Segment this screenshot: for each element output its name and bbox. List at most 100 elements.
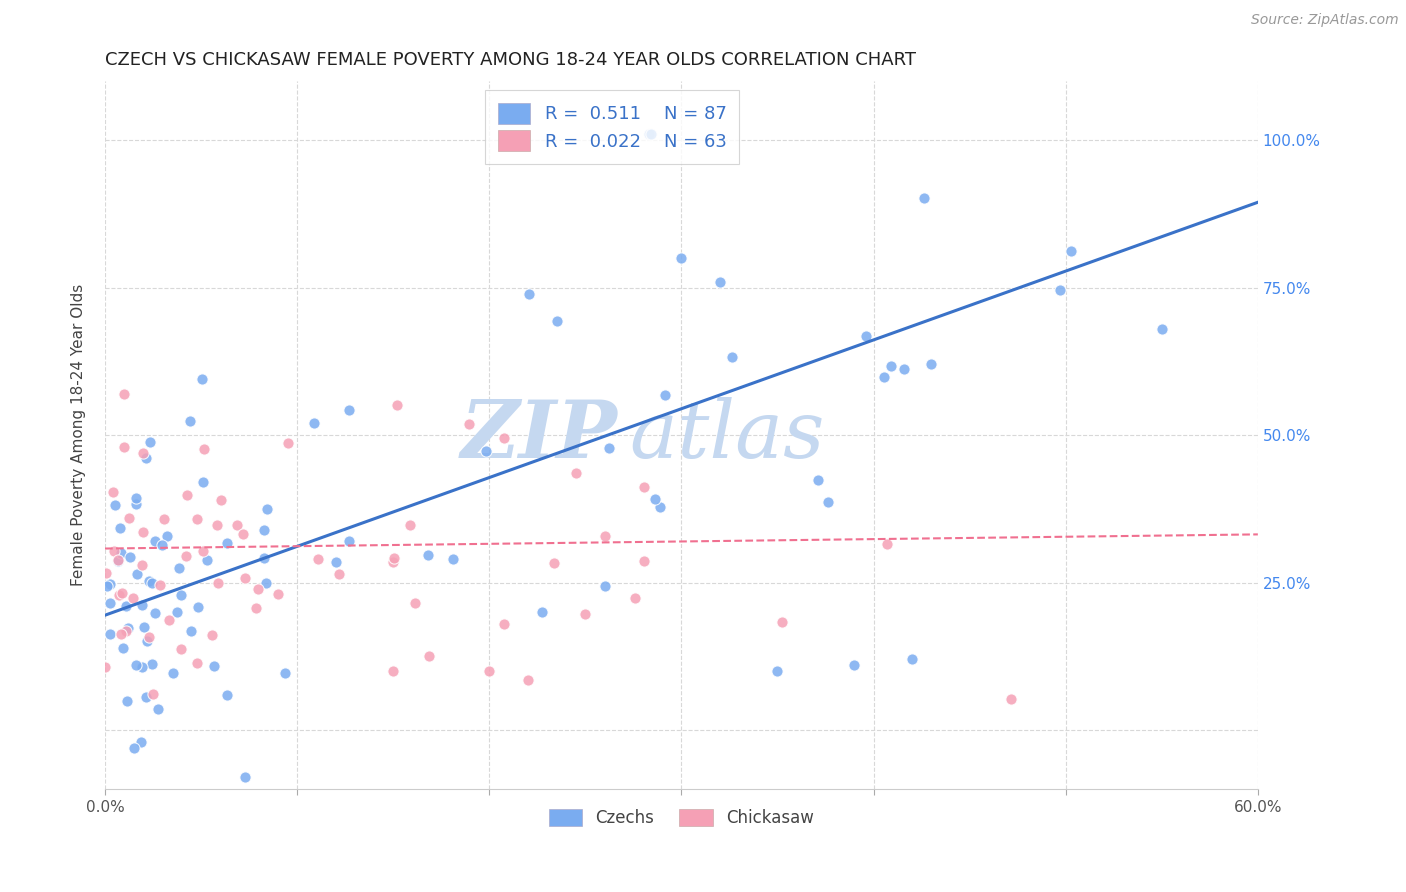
- Point: [648, 500, 671, 514]
- Point: [131, 558, 153, 573]
- Point: [108, 588, 131, 602]
- Point: [193, 442, 215, 456]
- Point: [640, 128, 662, 142]
- Point: [474, 443, 496, 458]
- Point: [277, 436, 299, 450]
- Point: [217, 536, 239, 550]
- Point: [565, 466, 588, 480]
- Point: [920, 358, 942, 372]
- Point: [893, 362, 915, 376]
- Point: [195, 553, 218, 567]
- Point: [138, 630, 160, 644]
- Point: [1049, 283, 1071, 297]
- Point: [721, 350, 744, 364]
- Point: [180, 624, 202, 638]
- Point: [204, 658, 226, 673]
- Point: [193, 544, 215, 558]
- Point: [125, 491, 148, 505]
- Point: [156, 529, 179, 543]
- Point: [193, 475, 215, 490]
- Point: [441, 552, 464, 566]
- Point: [215, 689, 238, 703]
- Point: [709, 275, 731, 289]
- Point: [593, 528, 616, 542]
- Point: [382, 665, 405, 679]
- Point: [186, 512, 208, 526]
- Point: [266, 587, 288, 601]
- Point: [517, 287, 540, 301]
- Point: [207, 576, 229, 591]
- Point: [120, 549, 142, 564]
- Point: [593, 579, 616, 593]
- Point: [135, 690, 157, 704]
- Point: [633, 480, 655, 494]
- Point: [166, 605, 188, 619]
- Point: [382, 556, 405, 570]
- Point: [148, 702, 170, 716]
- Point: [115, 694, 138, 708]
- Point: [111, 586, 134, 600]
- Point: [170, 588, 193, 602]
- Point: [492, 616, 515, 631]
- Point: [546, 314, 568, 328]
- Point: [207, 517, 229, 532]
- Point: [633, 554, 655, 568]
- Point: [844, 658, 866, 673]
- Point: [404, 596, 426, 610]
- Point: [225, 518, 247, 533]
- Point: [101, 484, 124, 499]
- Point: [302, 417, 325, 431]
- Point: [232, 527, 254, 541]
- Point: [654, 388, 676, 402]
- Point: [516, 673, 538, 687]
- Point: [416, 548, 439, 562]
- Point: [112, 440, 135, 454]
- Point: [103, 544, 125, 558]
- Point: [110, 521, 132, 535]
- Point: [186, 656, 208, 670]
- Point: [817, 495, 839, 509]
- Point: [855, 328, 877, 343]
- Point: [671, 252, 693, 266]
- Point: [136, 634, 159, 648]
- Point: [876, 537, 898, 551]
- Point: [770, 615, 793, 630]
- Point: [530, 605, 553, 619]
- Point: [98, 627, 121, 641]
- Point: [458, 417, 481, 432]
- Point: [98, 596, 121, 610]
- Point: [107, 554, 129, 568]
- Point: [157, 613, 180, 627]
- Point: [806, 473, 828, 487]
- Point: [115, 624, 138, 638]
- Point: [121, 591, 143, 606]
- Y-axis label: Female Poverty Among 18-24 Year Olds: Female Poverty Among 18-24 Year Olds: [72, 285, 86, 586]
- Point: [112, 387, 135, 401]
- Point: [149, 577, 172, 591]
- Point: [644, 492, 666, 507]
- Point: [384, 551, 406, 566]
- Point: [233, 571, 256, 585]
- Point: [307, 552, 329, 566]
- Point: [190, 372, 212, 386]
- Point: [637, 128, 659, 142]
- Point: [131, 524, 153, 539]
- Point: [143, 534, 166, 549]
- Point: [598, 442, 620, 456]
- Point: [96, 579, 118, 593]
- Point: [135, 450, 157, 465]
- Point: [1060, 244, 1083, 258]
- Point: [247, 582, 270, 597]
- Point: [253, 523, 276, 537]
- Point: [187, 600, 209, 615]
- Point: [107, 553, 129, 567]
- Point: [139, 435, 162, 450]
- Point: [1000, 692, 1022, 706]
- Text: CZECH VS CHICKASAW FEMALE POVERTY AMONG 18-24 YEAR OLDS CORRELATION CHART: CZECH VS CHICKASAW FEMALE POVERTY AMONG …: [105, 51, 915, 69]
- Point: [339, 403, 361, 417]
- Point: [385, 399, 408, 413]
- Point: [170, 642, 193, 657]
- Point: [399, 517, 422, 532]
- Point: [141, 657, 163, 671]
- Point: [912, 191, 935, 205]
